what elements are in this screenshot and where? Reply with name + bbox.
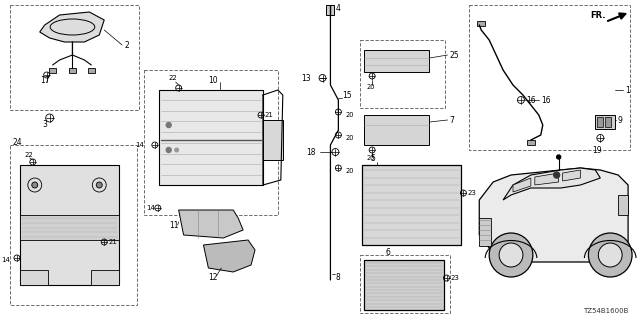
Bar xyxy=(527,140,535,145)
Circle shape xyxy=(32,182,38,188)
Text: 21: 21 xyxy=(265,112,274,118)
Circle shape xyxy=(166,123,171,127)
Polygon shape xyxy=(535,173,559,185)
Text: 20: 20 xyxy=(366,155,374,161)
Text: 6: 6 xyxy=(386,247,391,257)
Polygon shape xyxy=(40,12,104,42)
Circle shape xyxy=(554,172,559,178)
Bar xyxy=(597,117,604,127)
Text: 20: 20 xyxy=(346,168,354,174)
Bar xyxy=(88,68,95,73)
Text: 19: 19 xyxy=(593,146,602,155)
Bar xyxy=(364,260,444,310)
Text: TZ54B1600B: TZ54B1600B xyxy=(582,308,628,314)
Polygon shape xyxy=(179,210,243,238)
Text: 20: 20 xyxy=(366,84,374,90)
Circle shape xyxy=(557,155,561,159)
Text: 11: 11 xyxy=(169,220,178,229)
Bar xyxy=(20,165,119,285)
Text: 20: 20 xyxy=(346,135,354,141)
Polygon shape xyxy=(513,178,531,192)
Circle shape xyxy=(96,182,102,188)
Bar xyxy=(618,195,628,215)
Text: 15: 15 xyxy=(342,91,352,100)
Bar xyxy=(20,215,119,240)
Bar xyxy=(364,50,429,72)
Text: 17: 17 xyxy=(40,76,49,84)
Circle shape xyxy=(499,243,523,267)
Bar xyxy=(469,5,630,150)
Bar xyxy=(360,255,449,313)
Text: 12: 12 xyxy=(209,274,218,283)
Text: 23: 23 xyxy=(467,190,476,196)
Text: 22: 22 xyxy=(25,152,33,158)
Bar xyxy=(479,218,491,246)
Bar xyxy=(477,20,485,26)
Bar xyxy=(605,117,611,127)
Text: 1: 1 xyxy=(625,85,630,94)
Bar xyxy=(595,115,615,129)
Bar xyxy=(49,68,56,73)
Text: 14: 14 xyxy=(146,205,155,211)
Circle shape xyxy=(175,148,179,152)
Bar xyxy=(360,40,445,108)
Polygon shape xyxy=(204,240,255,272)
Text: 13: 13 xyxy=(301,74,310,83)
Bar xyxy=(92,270,119,285)
Polygon shape xyxy=(479,168,628,262)
Bar xyxy=(20,270,47,285)
Text: 5: 5 xyxy=(370,154,375,163)
Bar xyxy=(364,115,429,145)
Bar xyxy=(159,90,263,185)
Text: 23: 23 xyxy=(451,275,460,281)
Text: 16: 16 xyxy=(541,95,550,105)
Text: 4: 4 xyxy=(335,4,340,12)
Text: 9: 9 xyxy=(617,116,622,124)
Polygon shape xyxy=(563,170,580,181)
Bar xyxy=(362,165,461,245)
Text: 24: 24 xyxy=(13,138,22,147)
Text: 3: 3 xyxy=(43,119,47,129)
Text: 14: 14 xyxy=(1,257,10,263)
Bar xyxy=(326,5,335,15)
Text: 8: 8 xyxy=(335,274,340,283)
Polygon shape xyxy=(503,168,600,200)
Text: 21: 21 xyxy=(108,239,117,245)
Text: 18: 18 xyxy=(306,148,316,156)
Text: 20: 20 xyxy=(346,112,354,118)
Text: 16: 16 xyxy=(526,95,536,105)
Text: 10: 10 xyxy=(209,76,218,84)
Bar xyxy=(10,145,137,305)
Circle shape xyxy=(489,233,533,277)
Text: 7: 7 xyxy=(449,116,454,124)
Circle shape xyxy=(588,233,632,277)
Bar xyxy=(263,120,283,160)
Text: 14: 14 xyxy=(135,142,144,148)
Bar xyxy=(69,68,76,73)
Bar xyxy=(144,70,278,215)
Text: 25: 25 xyxy=(449,51,459,60)
Circle shape xyxy=(166,148,171,153)
Circle shape xyxy=(598,243,622,267)
Text: 22: 22 xyxy=(169,75,177,81)
Bar xyxy=(10,5,139,110)
Text: 2: 2 xyxy=(124,41,129,50)
Text: FR.: FR. xyxy=(590,11,606,20)
